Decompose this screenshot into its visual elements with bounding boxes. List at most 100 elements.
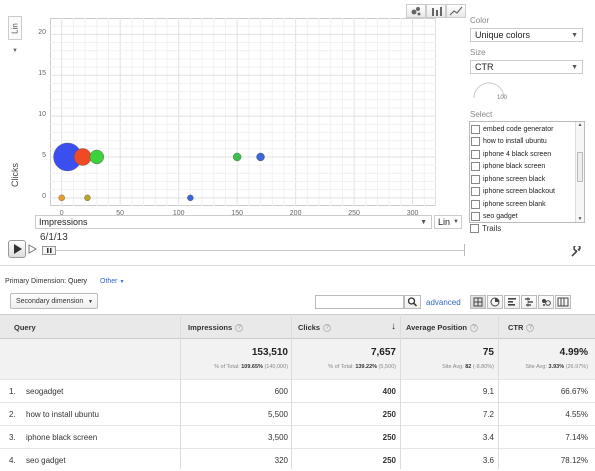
advanced-link[interactable]: advanced xyxy=(426,298,461,307)
color-select-value: Unique colors xyxy=(475,30,531,40)
help-icon[interactable]: ? xyxy=(235,324,244,333)
checkbox[interactable] xyxy=(471,212,480,222)
y-scale-arrow-icon[interactable]: ▼ xyxy=(12,48,18,54)
table-row[interactable]: 1. seogadget 600 400 9.1 66.67% xyxy=(0,379,595,402)
checkbox[interactable] xyxy=(471,174,480,184)
wrench-button[interactable] xyxy=(570,244,582,260)
col-header-query[interactable]: Query xyxy=(8,314,36,339)
table-search-input[interactable] xyxy=(315,295,404,309)
bubble[interactable] xyxy=(58,194,65,202)
query-link[interactable]: seogadget xyxy=(26,387,64,396)
x-tick-label: 150 xyxy=(231,210,243,217)
position-cell: 7.2 xyxy=(482,410,494,419)
search-button[interactable] xyxy=(404,295,421,309)
color-select[interactable]: Unique colors ▼ xyxy=(470,28,583,42)
scroll-down-icon[interactable]: ▼ xyxy=(577,216,583,222)
bubble[interactable] xyxy=(232,152,242,162)
table-row[interactable]: 4. seo gadget 320 250 3.6 78.12% xyxy=(0,448,595,471)
x-scale-select[interactable]: Lin ▼ xyxy=(434,215,462,229)
y-scale-select[interactable]: Lin xyxy=(8,16,22,40)
checkbox[interactable] xyxy=(471,162,480,172)
y-tick-label: 0 xyxy=(42,192,46,200)
table-view-button[interactable] xyxy=(470,295,486,309)
query-link[interactable]: seo gadget xyxy=(26,456,66,465)
scrollbar-thumb[interactable] xyxy=(577,152,583,182)
help-icon[interactable]: ? xyxy=(470,324,478,333)
select-list-item[interactable]: iphone screen black xyxy=(470,173,574,186)
table-row[interactable]: 2. how to install ubuntu 5,500 250 7.2 4.55% xyxy=(0,402,595,425)
query-link[interactable]: how to install ubuntu xyxy=(26,410,99,419)
total-position-sub: Site Avg: 82 (-8.80%) xyxy=(442,364,494,370)
col-divider xyxy=(291,314,292,469)
bubble[interactable] xyxy=(187,194,194,202)
play-button[interactable] xyxy=(8,240,26,258)
term-cloud-view-button[interactable] xyxy=(538,295,554,309)
other-dimension-link[interactable]: Other ▼ xyxy=(100,278,124,285)
x-tick-label: 50 xyxy=(116,210,125,217)
help-icon[interactable]: ? xyxy=(323,324,332,333)
total-ctr: 4.99% xyxy=(559,347,588,358)
pivot-view-button[interactable] xyxy=(555,295,571,309)
col-header-average-position[interactable]: Average Position? xyxy=(400,314,478,339)
bubble[interactable] xyxy=(89,149,104,165)
performance-view-button[interactable] xyxy=(504,295,520,309)
trails-checkbox[interactable]: Trails xyxy=(469,224,501,233)
x-scale-label: Lin xyxy=(438,217,451,227)
pivot-icon xyxy=(557,297,569,307)
query-link[interactable]: iphone black screen xyxy=(26,433,98,442)
divider xyxy=(0,265,595,266)
bubble[interactable] xyxy=(74,148,92,166)
help-icon[interactable]: ? xyxy=(526,324,535,333)
pie-view-button[interactable] xyxy=(487,295,503,309)
trails-label: Trails xyxy=(482,224,502,233)
impressions-cell: 320 xyxy=(274,456,288,465)
select-item-label: iphone screen blank xyxy=(483,200,546,208)
checkbox[interactable] xyxy=(471,124,480,134)
size-select[interactable]: CTR ▼ xyxy=(470,60,583,74)
y-tick-label: 20 xyxy=(38,29,46,37)
select-item-label: seo gadget xyxy=(483,213,518,221)
bubble[interactable] xyxy=(84,194,91,202)
comparison-view-button[interactable] xyxy=(521,295,537,309)
bubble[interactable] xyxy=(256,152,265,162)
checkbox[interactable] xyxy=(471,187,480,197)
select-list-item[interactable]: how to install ubuntu xyxy=(470,136,574,149)
bubble-chart-plot[interactable] xyxy=(50,18,436,206)
checkbox[interactable] xyxy=(471,149,480,159)
checkbox[interactable] xyxy=(471,199,480,209)
term-cloud-icon xyxy=(542,299,551,306)
table-row[interactable]: 3. iphone black screen 3,500 250 3.4 7.14% xyxy=(0,425,595,448)
scrollbar[interactable]: ▲ ▼ xyxy=(575,122,584,222)
trails-checkbox-box[interactable] xyxy=(470,224,479,233)
x-tick-label: 250 xyxy=(348,210,360,217)
step-icon xyxy=(28,244,38,254)
col-header-clicks[interactable]: Clicks? ↓ xyxy=(292,314,402,339)
ctr-cell: 4.55% xyxy=(565,410,588,419)
timeline-handle[interactable] xyxy=(42,246,56,255)
step-button[interactable] xyxy=(28,244,38,254)
scroll-up-icon[interactable]: ▲ xyxy=(577,122,583,128)
select-list-item[interactable]: iphone 4 black screen xyxy=(470,148,574,161)
line-chart-tab[interactable] xyxy=(446,4,466,18)
x-tick-label: 100 xyxy=(172,210,185,217)
timeline-track[interactable] xyxy=(56,250,464,251)
checkbox[interactable] xyxy=(471,137,480,147)
position-cell: 3.4 xyxy=(482,433,494,442)
select-list-item[interactable]: seo gadget xyxy=(470,211,574,224)
bubble-chart-tab[interactable] xyxy=(406,4,426,18)
primary-dimension-label: Primary Dimension: xyxy=(5,278,67,285)
position-cell: 3.6 xyxy=(482,456,494,465)
select-list-item[interactable]: iphone black screen xyxy=(470,161,574,174)
select-list-item[interactable]: iphone screen blank xyxy=(470,198,574,211)
sort-desc-icon: ↓ xyxy=(391,321,396,332)
secondary-dimension-button[interactable]: Secondary dimension ▼ xyxy=(10,293,98,309)
size-dial-icon xyxy=(473,82,505,99)
select-list[interactable]: embed code generator how to install ubunt… xyxy=(469,121,585,223)
x-axis-metric-select[interactable]: Impressions ▼ xyxy=(35,215,432,229)
col-header-impressions[interactable]: Impressions? xyxy=(182,314,244,339)
col-header-ctr[interactable]: CTR? xyxy=(502,314,535,339)
color-label: Color xyxy=(470,16,490,25)
select-list-item[interactable]: iphone screen blackout xyxy=(470,186,574,199)
select-list-item[interactable]: embed code generator xyxy=(470,123,574,136)
bar-chart-tab[interactable] xyxy=(426,4,446,18)
